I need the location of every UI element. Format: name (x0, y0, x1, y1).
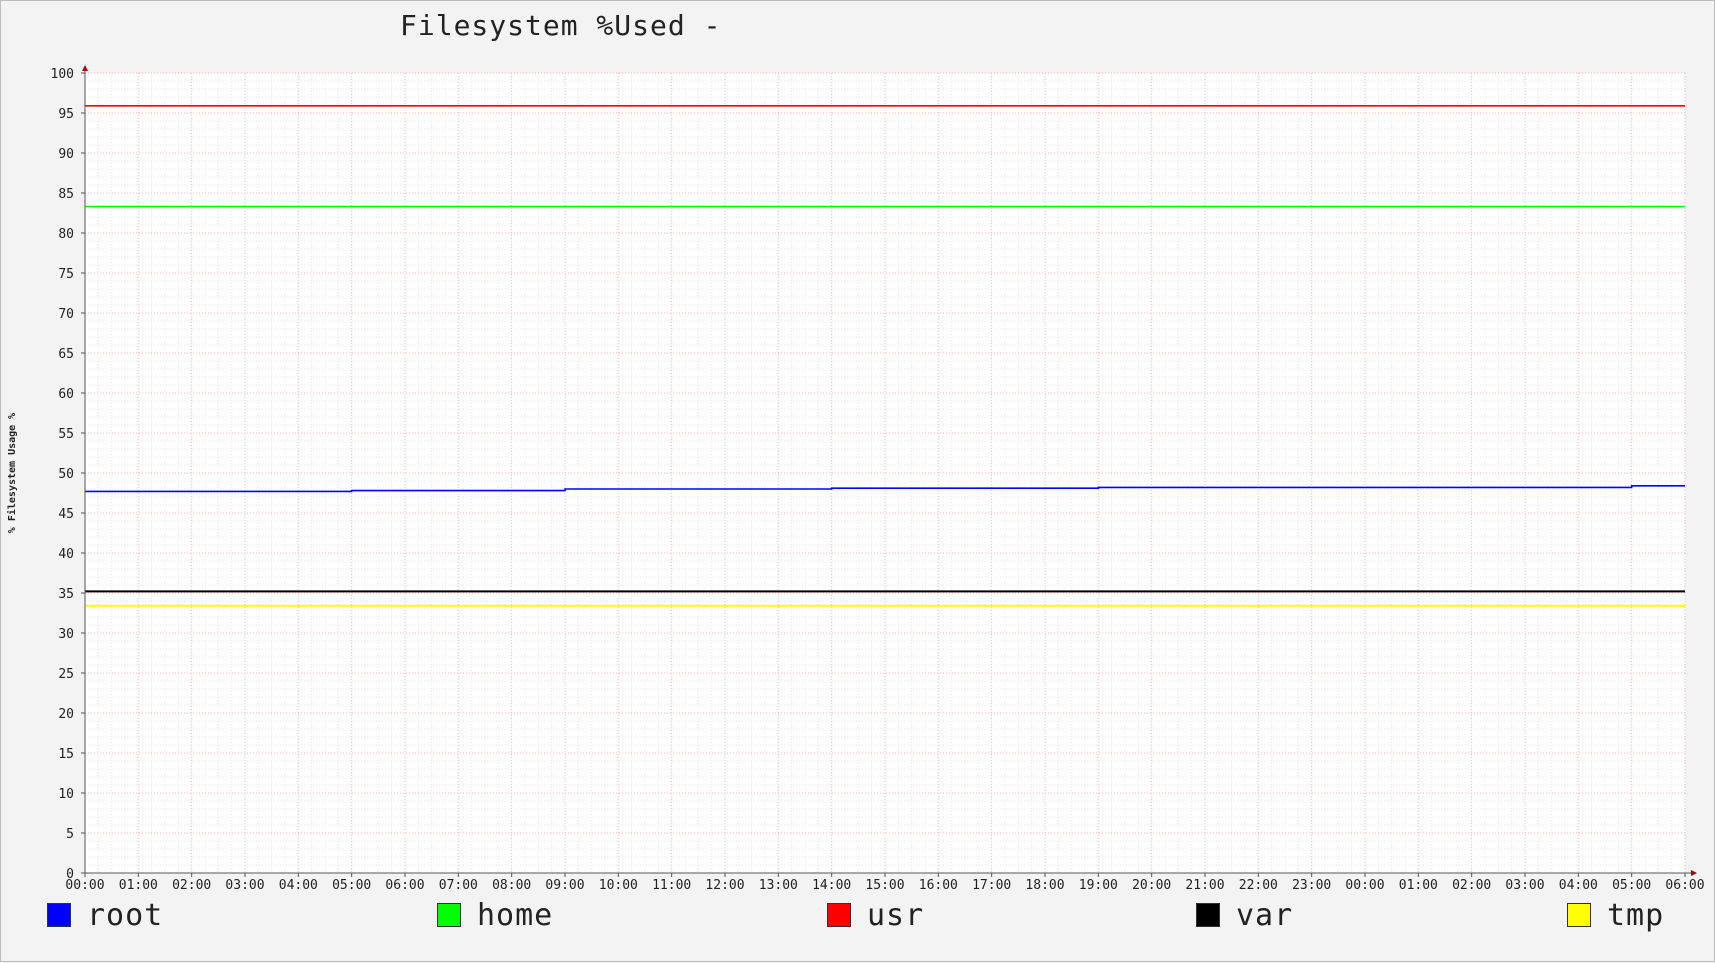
x-tick-label: 18:00 (1025, 878, 1064, 893)
x-tick-label: 21:00 (1185, 878, 1224, 893)
legend-swatch-root (47, 903, 71, 927)
y-tick-label: 55 (58, 427, 74, 442)
chart-title: Filesystem %Used - (400, 9, 721, 42)
x-tick-label: 05:00 (332, 878, 371, 893)
x-tick-label: 23:00 (1292, 878, 1331, 893)
x-tick-label: 13:00 (759, 878, 798, 893)
x-tick-label: 19:00 (1079, 878, 1118, 893)
x-tick-label: 05:00 (1612, 878, 1651, 893)
legend-item-root: root (47, 897, 164, 933)
x-tick-label: 12:00 (705, 878, 744, 893)
x-tick-label: 01:00 (119, 878, 158, 893)
x-tick-label: 00:00 (65, 878, 104, 893)
y-tick-label: 75 (58, 267, 74, 282)
y-tick-label: 60 (58, 387, 74, 402)
y-tick-label: 30 (58, 627, 74, 642)
x-tick-label: 02:00 (1452, 878, 1491, 893)
legend-item-home: home (437, 897, 554, 933)
y-tick-label: 10 (58, 787, 74, 802)
y-tick-label: 45 (58, 507, 74, 522)
y-tick-label: 40 (58, 547, 74, 562)
y-tick-label: 100 (51, 67, 74, 82)
legend-item-tmp: tmp (1567, 897, 1665, 933)
y-tick-label: 25 (58, 667, 74, 682)
x-tick-label: 22:00 (1239, 878, 1278, 893)
x-tick-label: 20:00 (1132, 878, 1171, 893)
legend-swatch-var (1196, 903, 1220, 927)
legend-item-var: var (1196, 897, 1294, 933)
y-tick-label: 90 (58, 147, 74, 162)
legend-label-home: home (477, 897, 554, 933)
x-tick-label: 17:00 (972, 878, 1011, 893)
x-tick-label: 04:00 (1559, 878, 1598, 893)
y-tick-label: 35 (58, 587, 74, 602)
x-tick-label: 03:00 (1505, 878, 1544, 893)
x-tick-label: 15:00 (865, 878, 904, 893)
x-tick-label: 10:00 (599, 878, 638, 893)
series-line-root (85, 485, 1685, 493)
y-axis-arrow-icon (82, 65, 88, 71)
legend-item-usr: usr (827, 897, 925, 933)
x-tick-label: 11:00 (652, 878, 691, 893)
legend-label-usr: usr (867, 897, 925, 933)
x-tick-label: 02:00 (172, 878, 211, 893)
x-tick-label: 00:00 (1345, 878, 1384, 893)
y-tick-label: 15 (58, 747, 74, 762)
x-tick-label: 01:00 (1399, 878, 1438, 893)
y-tick-label: 20 (58, 707, 74, 722)
legend-swatch-home (437, 903, 461, 927)
y-tick-label: 5 (66, 827, 74, 842)
y-tick-label: 95 (58, 107, 74, 122)
legend-label-root: root (87, 897, 164, 933)
legend-label-var: var (1236, 897, 1294, 933)
x-tick-label: 16:00 (919, 878, 958, 893)
y-tick-label: 65 (58, 347, 74, 362)
x-tick-label: 07:00 (439, 878, 478, 893)
x-tick-label: 09:00 (545, 878, 584, 893)
x-tick-label: 14:00 (812, 878, 851, 893)
legend-swatch-tmp (1567, 903, 1591, 927)
y-tick-label: 50 (58, 467, 74, 482)
y-tick-label: 85 (58, 187, 74, 202)
x-axis-arrow-icon (1691, 870, 1697, 876)
y-tick-label: 0 (66, 867, 74, 882)
y-tick-label: 80 (58, 227, 74, 242)
x-tick-label: 08:00 (492, 878, 531, 893)
x-tick-label: 06:00 (385, 878, 424, 893)
y-tick-label: 70 (58, 307, 74, 322)
y-axis-label: % Filesystem Usage % (6, 413, 18, 533)
x-tick-label: 03:00 (225, 878, 264, 893)
x-tick-label: 06:00 (1665, 878, 1704, 893)
x-tick-label: 04:00 (279, 878, 318, 893)
legend-label-tmp: tmp (1607, 897, 1665, 933)
legend-swatch-usr (827, 903, 851, 927)
